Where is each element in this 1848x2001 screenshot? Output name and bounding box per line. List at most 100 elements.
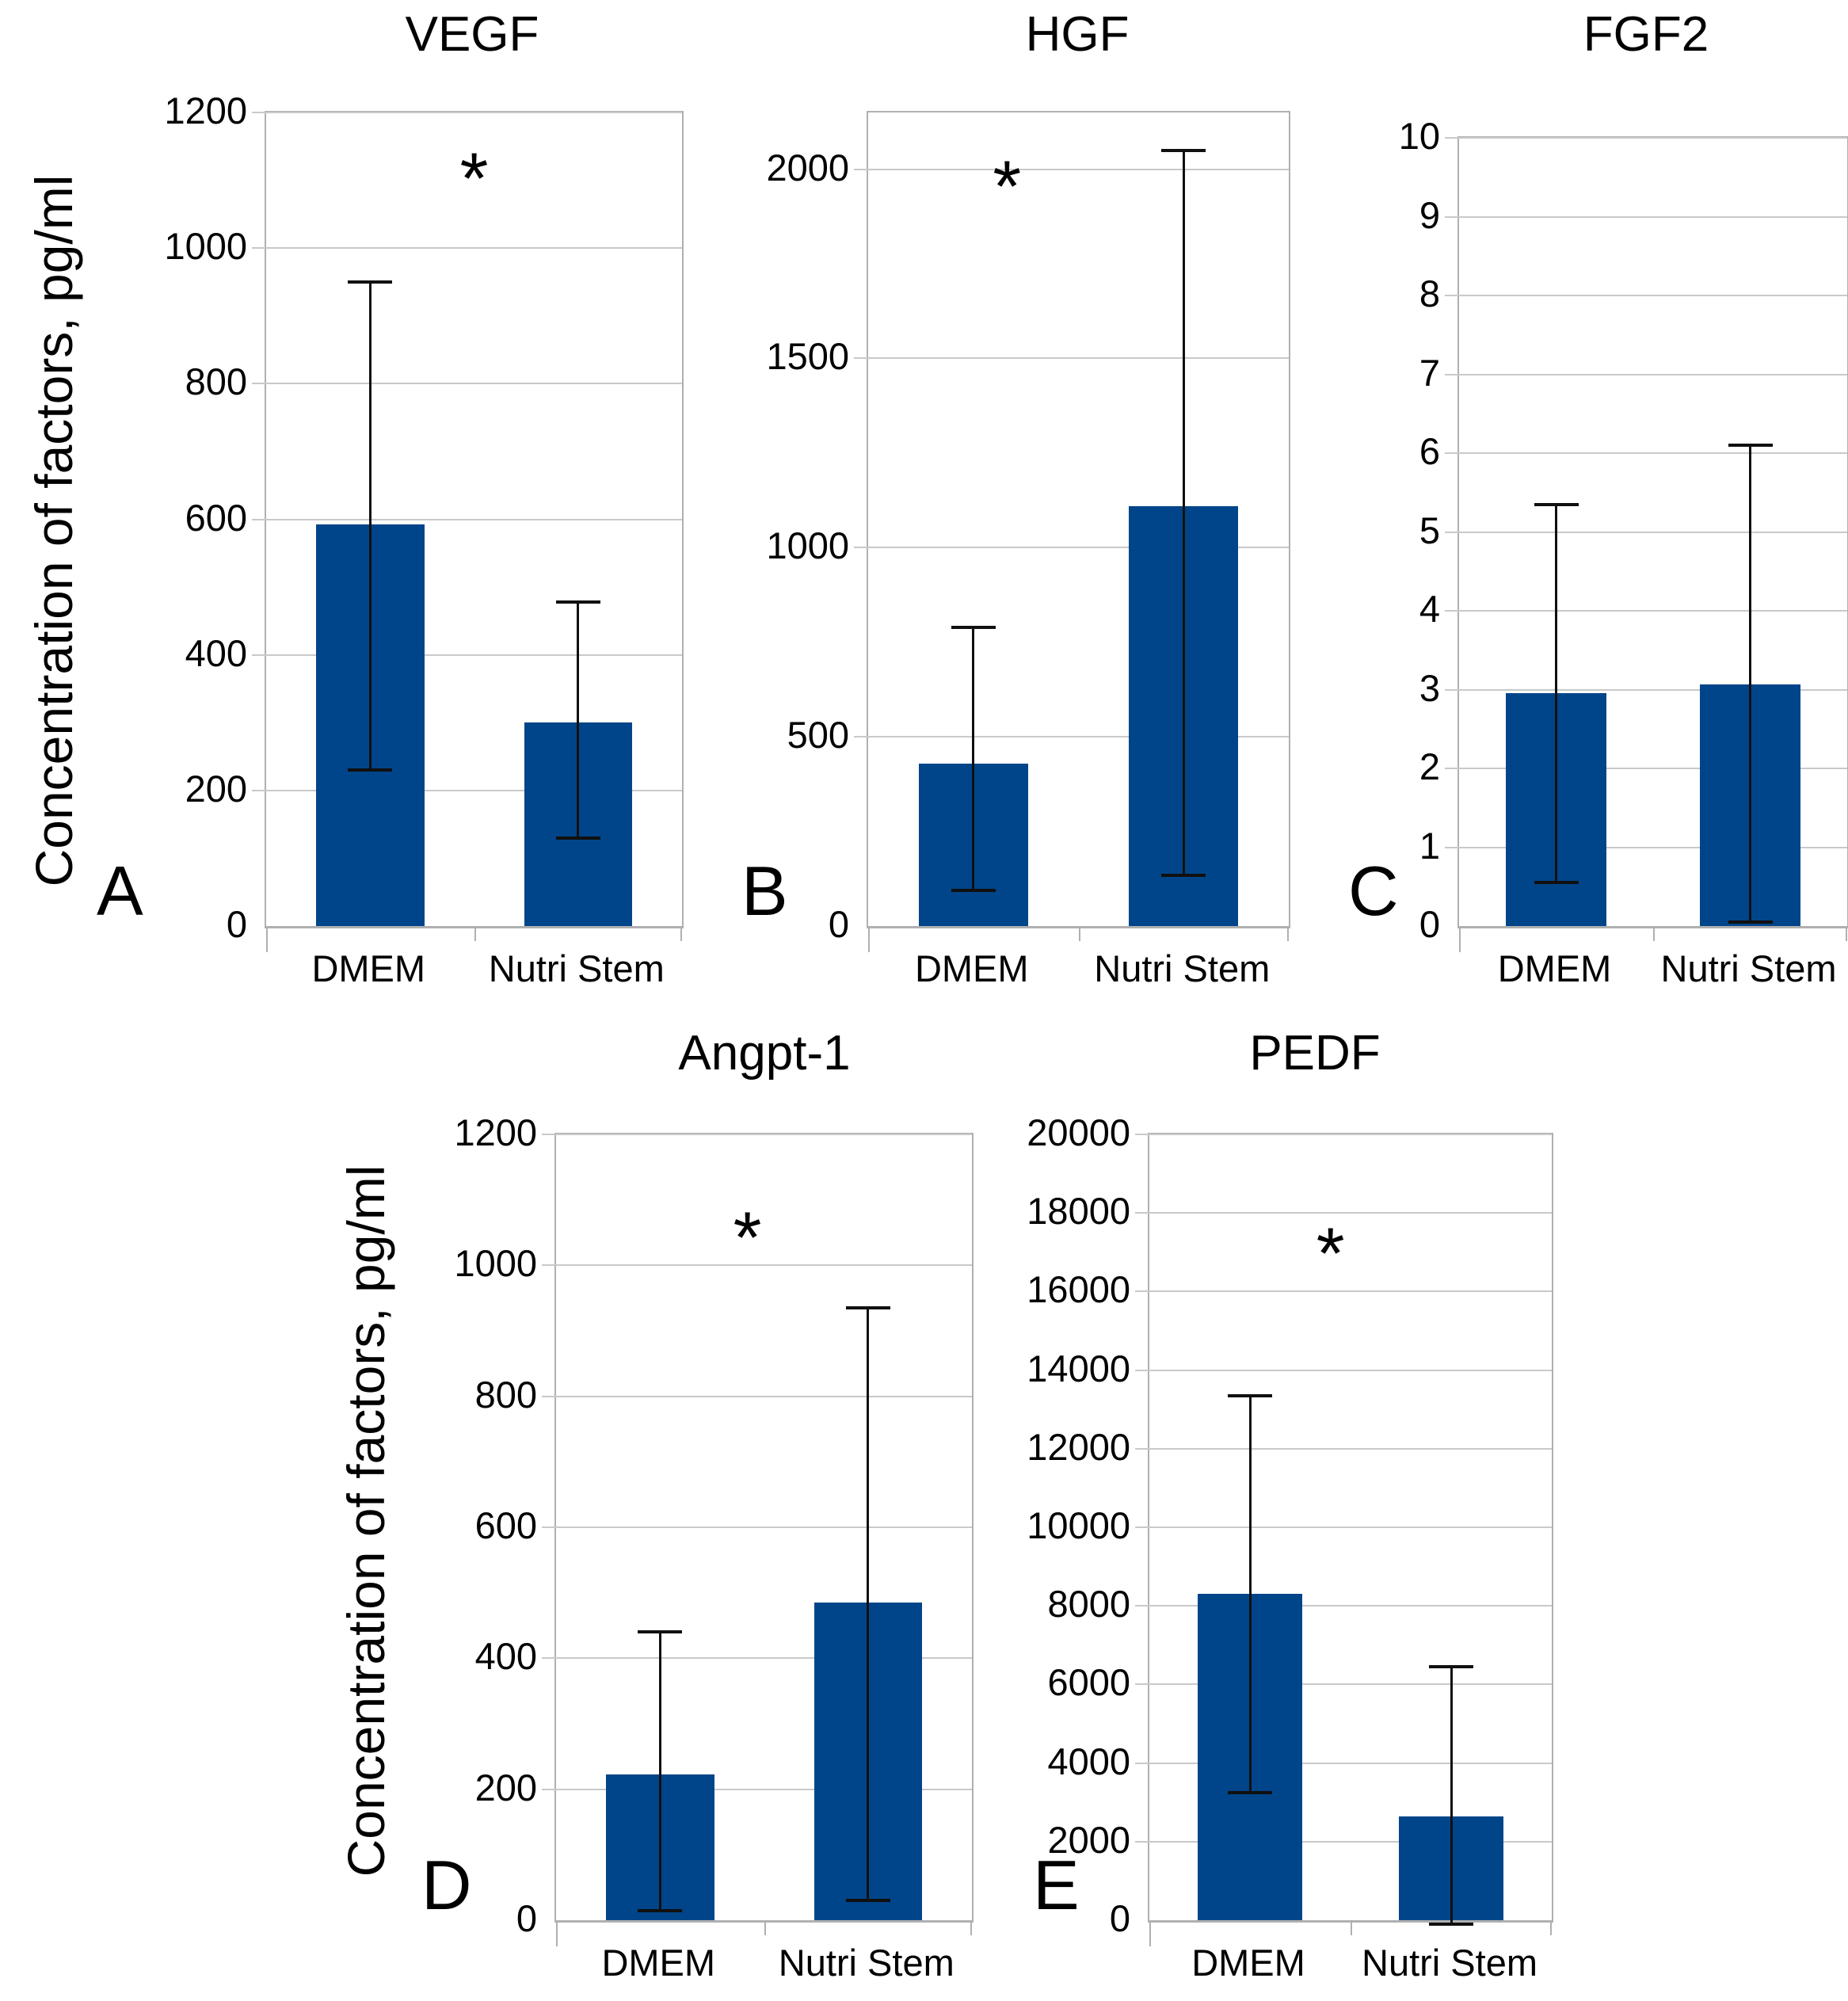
gridline (1135, 1369, 1552, 1371)
gridline (1135, 1840, 1552, 1843)
error-bar-line (1450, 1667, 1453, 1924)
error-bar-line (972, 627, 975, 890)
y-tick-label: 200 (185, 767, 247, 810)
panel-letter: D (421, 1846, 472, 1924)
error-bar-cap (555, 836, 600, 840)
error-bar-line (1182, 150, 1185, 875)
category-tick (1653, 928, 1655, 941)
y-tick-label: 1200 (164, 90, 247, 131)
significance-asterisk: * (733, 1198, 762, 1279)
category-tick (474, 928, 476, 941)
error-bar-cap (845, 1899, 890, 1903)
gridline (854, 736, 1289, 738)
error-bar-cap (638, 1630, 683, 1634)
chart-title: VEGF (405, 7, 539, 62)
x-category-label: Nutri Stem (488, 947, 665, 989)
gridline (1445, 846, 1847, 848)
y-tick-label: 6 (1419, 430, 1440, 472)
y-tick-label: 0 (516, 1897, 537, 1939)
category-tick (1078, 928, 1080, 941)
error-bar-cap (1728, 444, 1773, 448)
plot-area (1445, 136, 1848, 952)
error-bar-cap (1228, 1393, 1272, 1397)
gridline (1445, 215, 1847, 218)
gridline (542, 1264, 972, 1267)
error-bar-cap (555, 600, 600, 604)
y-tick-label: 1000 (454, 1242, 537, 1285)
gridline (1445, 452, 1847, 454)
x-category-label: Nutri Stem (778, 1942, 954, 1984)
plot-area: * (854, 111, 1290, 952)
category-tick (556, 1923, 558, 1946)
gridline (252, 247, 682, 250)
y-tick-label: 800 (185, 360, 247, 403)
chart-title: HGF (1025, 7, 1130, 62)
gridline (252, 789, 682, 791)
error-bar-cap (1161, 148, 1206, 152)
y-tick-label: 2 (1419, 745, 1440, 787)
gridline (1135, 1683, 1552, 1686)
error-bar-cap (638, 1908, 683, 1912)
gridline (1445, 373, 1847, 375)
y-tick-label: 18000 (1027, 1190, 1130, 1233)
y-tick-label: 4 (1419, 588, 1440, 630)
category-tick (764, 1923, 766, 1935)
plot-area: * (1135, 1133, 1553, 1946)
gridline (1135, 1605, 1552, 1607)
y-tick-label: 10000 (1027, 1504, 1130, 1546)
error-bar-cap (348, 280, 393, 284)
y-tick-label: 16000 (1027, 1268, 1130, 1311)
category-tick (1351, 1923, 1352, 1935)
panel-letter: B (741, 852, 788, 930)
error-bar-cap (951, 625, 996, 629)
gridline (854, 357, 1289, 360)
error-bar-line (577, 601, 580, 838)
gridline (542, 1657, 972, 1660)
gridline (1135, 1762, 1552, 1764)
error-bar-cap (348, 768, 393, 772)
y-tick-label: 10 (1398, 115, 1440, 157)
error-bar-cap (1228, 1790, 1272, 1794)
category-tick (680, 928, 682, 941)
category-tick (868, 928, 870, 952)
y-tick-label: 0 (226, 903, 247, 945)
gridline (1135, 1212, 1552, 1214)
gridline (1445, 610, 1847, 612)
chart-title: PEDF (1249, 1026, 1381, 1081)
error-bar-cap (1161, 873, 1206, 877)
y-tick-label: 200 (474, 1766, 537, 1809)
panel-letter: A (97, 852, 143, 930)
y-tick-label: 20000 (1027, 1111, 1130, 1153)
panel-letter: E (1033, 1846, 1080, 1924)
gridline (542, 1134, 972, 1135)
y-tick-label: 7 (1419, 351, 1440, 394)
error-bar-cap (1429, 1665, 1473, 1669)
chart-title: Angpt-1 (678, 1026, 851, 1081)
y-tick-label: 0 (828, 903, 849, 945)
panel-letter: C (1348, 852, 1399, 930)
y-tick-label: 600 (474, 1504, 537, 1546)
error-bar-line (368, 281, 372, 771)
chart-title: FGF2 (1583, 7, 1709, 62)
x-category-label: DMEM (601, 1942, 716, 1984)
gridline (1135, 1134, 1552, 1135)
gridline (252, 654, 682, 656)
y-tick-label: 1000 (766, 524, 849, 567)
gridline (1445, 137, 1847, 139)
x-category-label: DMEM (914, 947, 1029, 989)
y-tick-label: 400 (185, 631, 247, 674)
error-bar-line (658, 1632, 661, 1911)
y-tick-label: 8000 (1047, 1583, 1130, 1626)
y-tick-label: 1500 (766, 335, 849, 378)
category-tick (1550, 1923, 1552, 1935)
significance-asterisk: * (993, 147, 1022, 227)
plot-area: * (542, 1133, 974, 1946)
category-tick (1846, 928, 1847, 941)
gridline (542, 1395, 972, 1397)
y-tick-label: 6000 (1047, 1661, 1130, 1704)
gridline (854, 168, 1289, 170)
y-tick-label: 8 (1419, 273, 1440, 314)
y-tick-label: 1200 (454, 1111, 537, 1153)
y-tick-label: 2000 (1047, 1818, 1130, 1861)
